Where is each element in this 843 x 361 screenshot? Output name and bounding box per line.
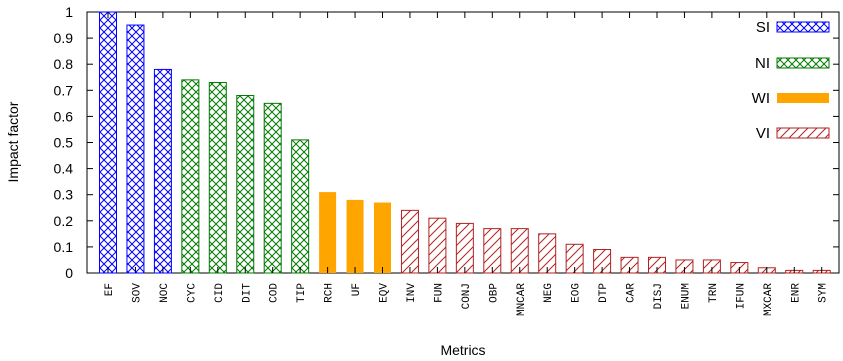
bar-fun	[428, 217, 447, 274]
legend-swatch	[776, 57, 830, 69]
y-tick-label: 0.5	[54, 135, 74, 151]
x-tick-label: UF	[351, 283, 363, 296]
legend-swatch	[777, 93, 829, 103]
y-tick-label: 0.8	[54, 56, 74, 72]
y-axis-title: Impact factor	[5, 101, 21, 182]
bar-sov	[126, 24, 145, 274]
y-tick-label: 0.6	[54, 108, 74, 124]
x-tick-label: CYC	[186, 283, 198, 303]
bar-eqv	[374, 202, 391, 273]
x-tick-label: INV	[406, 283, 418, 303]
y-tick-label: 0.7	[54, 82, 74, 98]
bar-obp	[483, 228, 502, 274]
x-tick-label: ENUM	[680, 283, 692, 309]
bar-inv	[400, 209, 419, 274]
bar-cod	[263, 102, 282, 274]
x-tick-label: ENR	[790, 283, 802, 303]
x-tick-label: FUN	[433, 283, 445, 303]
bar-series	[99, 11, 831, 274]
x-tick-label: DTP	[598, 283, 610, 303]
y-tick-label: 0.9	[54, 30, 74, 46]
bar-rch	[319, 192, 337, 273]
legend-label: NI	[755, 55, 770, 72]
bar-dit	[236, 95, 255, 274]
x-tick-label: MNCAR	[516, 283, 528, 316]
legend-swatch	[776, 127, 830, 139]
bar-cyc	[181, 79, 200, 274]
legend-label: WI	[752, 90, 770, 107]
x-tick-label: TIP	[296, 283, 308, 303]
x-tick-label: CAR	[626, 283, 638, 303]
x-tick-label: EF	[104, 283, 116, 296]
x-tick-label: TRN	[708, 283, 720, 303]
bar-conj	[455, 222, 474, 274]
y-axis: 0 0.1 0.2 0.3 0.4 0.5 0.6 0.7 0.8 0.9 1	[54, 4, 839, 281]
x-tick-label: EQV	[379, 283, 391, 303]
y-tick-label: 1	[65, 4, 73, 20]
x-tick-label: EOG	[571, 283, 583, 303]
y-tick-label: 0.2	[54, 213, 74, 229]
bar-mncar	[510, 228, 529, 274]
x-axis: EF SOV NOC CYC CID DIT COD TIP RCH UF EQV INV FUN CON…	[104, 12, 830, 316]
legend-label: VI	[756, 125, 770, 142]
x-tick-label: COD	[269, 283, 281, 303]
x-tick-label: RCH	[324, 283, 336, 303]
x-tick-label: SYM	[818, 283, 830, 303]
x-tick-label: NEG	[543, 283, 555, 303]
x-tick-label: DISJ	[653, 283, 665, 309]
legend: SI NI WI VI	[752, 19, 830, 142]
bar-noc	[153, 68, 172, 274]
x-tick-label: CONJ	[461, 283, 473, 309]
x-axis-title: Metrics	[440, 342, 485, 358]
y-tick-label: 0.4	[54, 161, 74, 177]
x-tick-label: SOV	[131, 283, 143, 303]
y-tick-label: 0	[65, 265, 73, 281]
bar-ef	[99, 11, 117, 274]
x-tick-label: NOC	[159, 283, 171, 303]
x-tick-label: CID	[214, 283, 226, 303]
bar-tip	[291, 139, 310, 274]
bar-uf	[346, 199, 364, 273]
x-tick-label: MXCAR	[763, 283, 775, 316]
x-tick-label: DIT	[241, 283, 253, 303]
y-tick-label: 0.3	[54, 187, 74, 203]
x-tick-label: IFUN	[735, 283, 747, 309]
y-tick-label: 0.1	[54, 239, 74, 255]
legend-swatch	[776, 21, 830, 33]
bar-cid	[208, 81, 227, 274]
x-tick-label: OBP	[488, 283, 500, 303]
legend-label: SI	[756, 19, 770, 36]
